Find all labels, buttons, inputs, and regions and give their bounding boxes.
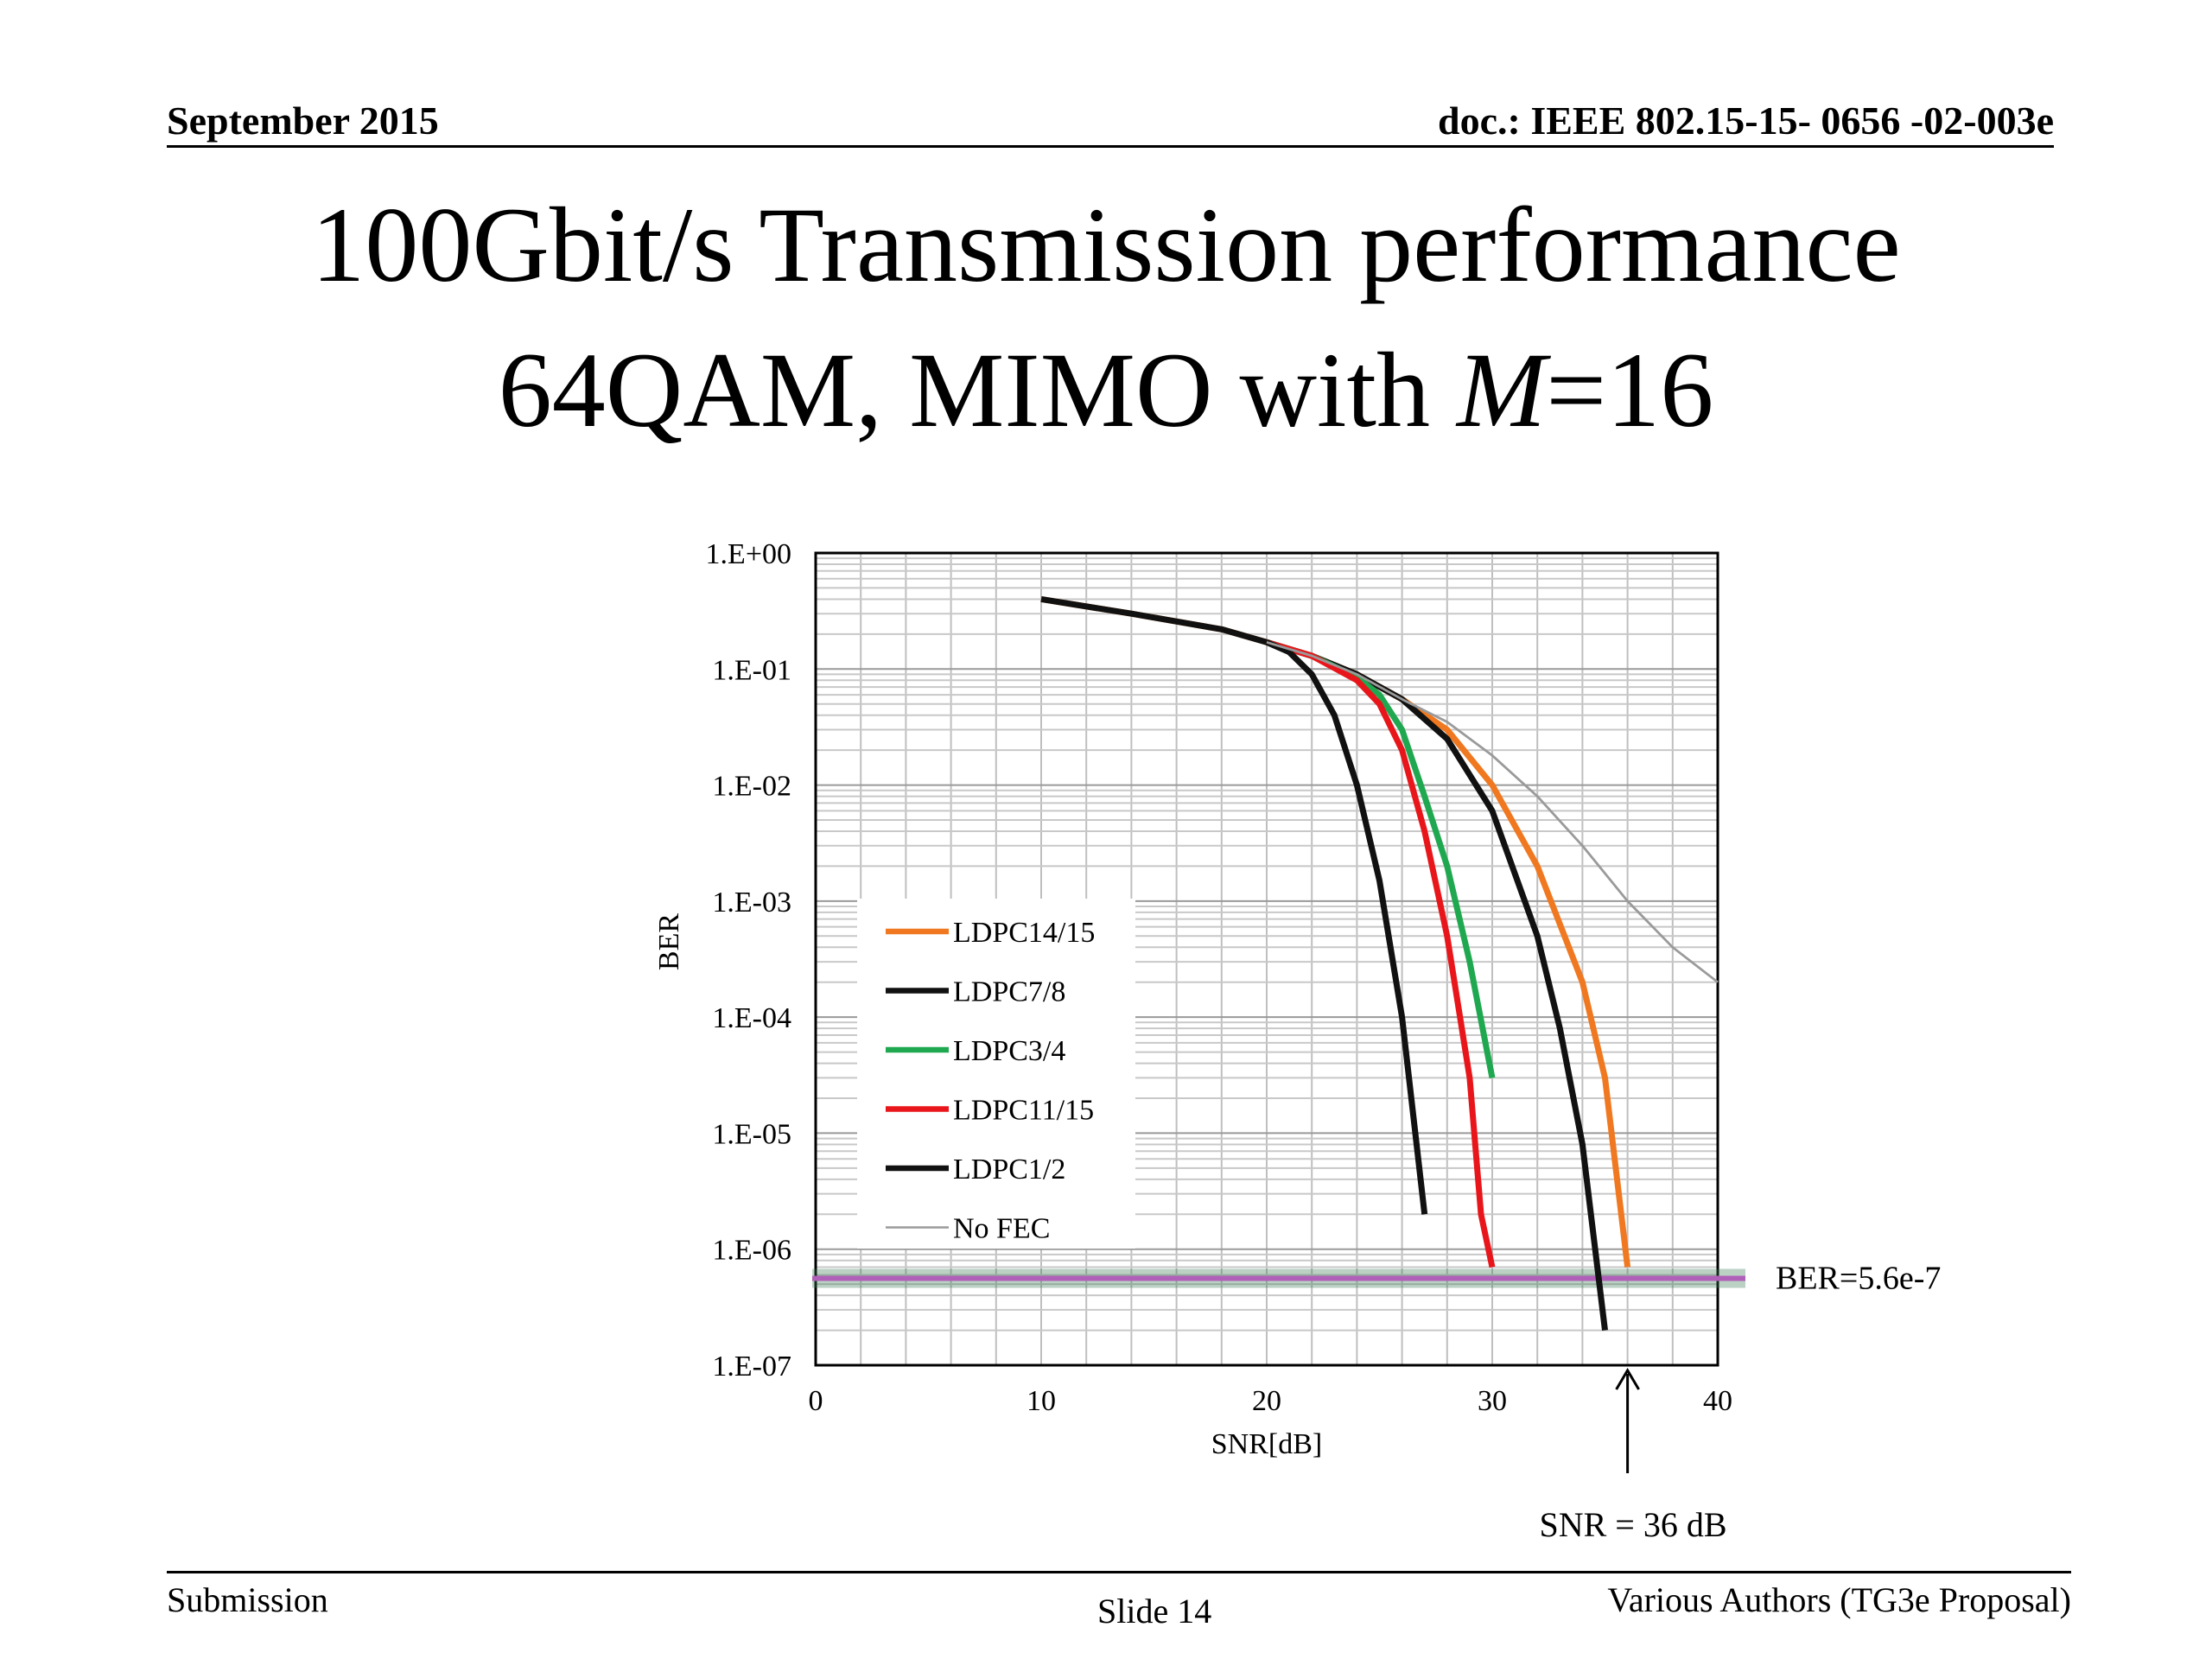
y-tick-label: 1.E-06	[712, 1235, 791, 1267]
y-tick-label: 1.E+00	[706, 538, 791, 570]
chart-axes: 1.E+00 1.E-01 1.E-02 1.E-03 1.E-04 1.E-05 1.E-…	[653, 538, 1732, 1460]
title-line-2-suffix: =16	[1546, 331, 1714, 449]
y-axis-label: BER	[653, 913, 685, 970]
footer-authors: Various Authors (TG3e Proposal)	[1607, 1580, 2071, 1619]
x-tick-label: 40	[1703, 1385, 1732, 1417]
series-line-4	[1265, 639, 1428, 1215]
series-line-3	[1265, 639, 1496, 1268]
title-line-1: 100Gbit/s Transmission performance	[311, 186, 1901, 304]
legend-label: LDPC1/2	[953, 1154, 1065, 1185]
y-tick-label: 1.E-04	[712, 1002, 791, 1034]
legend: LDPC14/15 LDPC7/8 LDPC3/4 LDPC11/15 LDPC1/2 N…	[857, 899, 1135, 1249]
y-tick-label: 1.E-05	[712, 1118, 791, 1150]
x-tick-label: 10	[1027, 1385, 1056, 1417]
threshold-label: BER=5.6e-7	[1776, 1261, 1941, 1297]
series-group	[1040, 595, 1719, 1332]
header-rule	[167, 145, 2054, 148]
title-line-2: 64QAM, MIMO with M=16	[0, 318, 2212, 463]
legend-label: LDPC11/15	[953, 1095, 1094, 1127]
y-tick-label: 1.E-03	[712, 887, 791, 918]
y-tick-label: 1.E-02	[712, 771, 791, 803]
snr-label: SNR = 36 dB	[1539, 1505, 1726, 1544]
title-line-2-prefix: 64QAM, MIMO with	[498, 331, 1457, 449]
x-tick-label: 0	[809, 1385, 823, 1417]
header-date: September 2015	[167, 99, 439, 143]
title-line-2-italic: M	[1456, 331, 1547, 449]
legend-label: No FEC	[953, 1213, 1050, 1245]
slide-title: 100Gbit/s Transmission performance 64QAM…	[0, 173, 2212, 463]
y-tick-label: 1.E-07	[712, 1351, 791, 1382]
x-tick-label: 20	[1252, 1385, 1281, 1417]
y-tick-label: 1.E-01	[712, 654, 791, 686]
annotation-group: BER=5.6e-7 SNR = 36 dB	[1539, 1261, 1941, 1544]
x-axis-label: SNR[dB]	[1211, 1428, 1322, 1460]
x-tick-label: 30	[1478, 1385, 1507, 1417]
footer-left: Submission	[167, 1580, 328, 1619]
legend-box	[857, 899, 1135, 1249]
snr-arrow-head	[1615, 1368, 1640, 1390]
footer-slide-number: Slide 14	[1097, 1592, 1212, 1630]
plot-frame	[814, 551, 1719, 1367]
header-doc-id: doc.: IEEE 802.15-15- 0656 -02-003e	[1438, 99, 2054, 143]
series-line-5	[1266, 640, 1719, 983]
footer-rule	[167, 1571, 2071, 1573]
legend-label: LDPC7/8	[953, 976, 1065, 1008]
legend-label: LDPC14/15	[953, 917, 1095, 949]
legend-label: LDPC3/4	[953, 1035, 1065, 1067]
